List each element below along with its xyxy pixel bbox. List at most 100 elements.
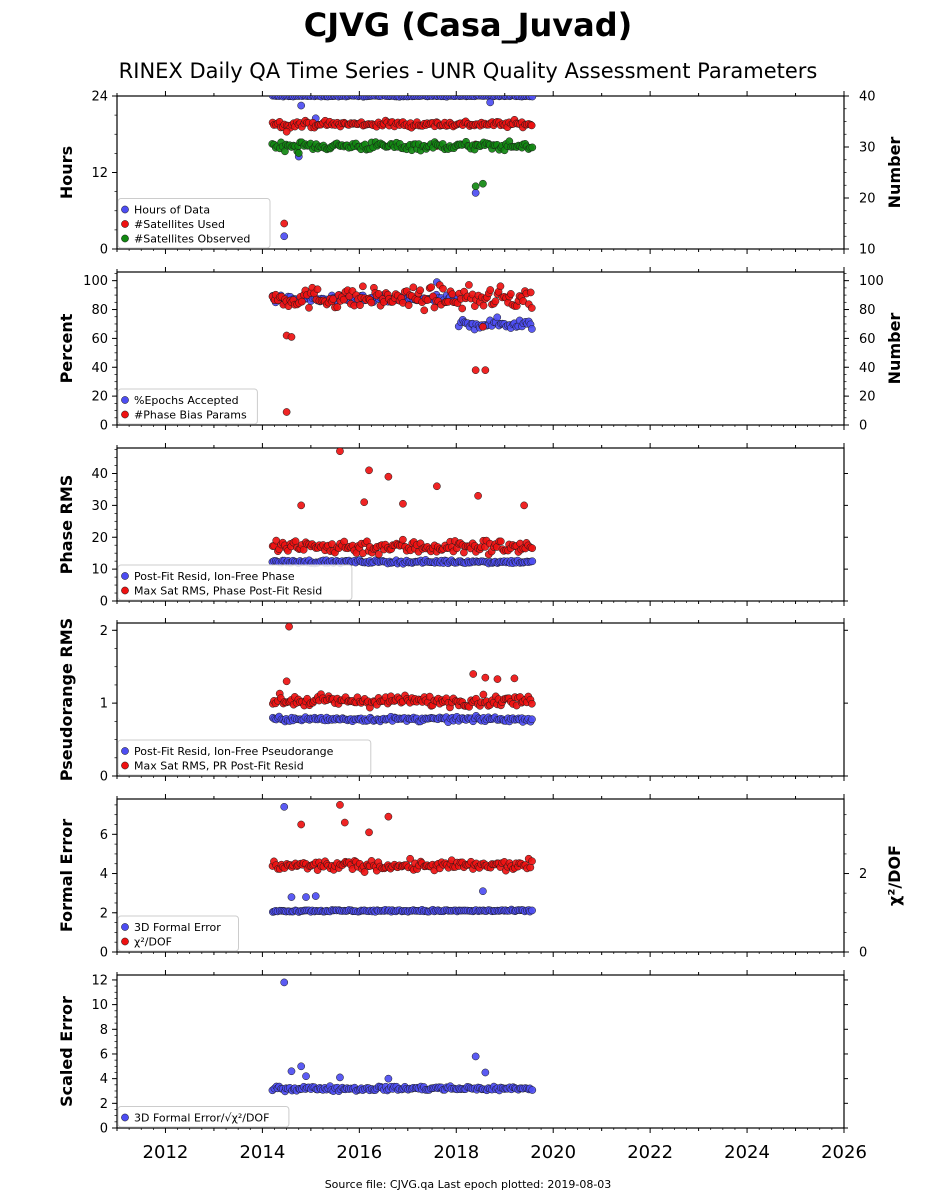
y-tick-label: 0 [100,595,108,610]
data-point [399,535,407,544]
data-point [285,623,293,631]
data-point [280,232,289,241]
data-point [287,1067,296,1076]
legend-label: Max Sat RMS, PR Post-Fit Resid [134,760,304,773]
data-point [527,121,536,130]
legend: 3D Formal Error χ²/DOF [117,915,239,952]
data-point [280,803,289,811]
data-point [528,906,536,915]
data-point [481,366,490,374]
data-point [528,544,537,553]
y-tick-label: 2 [100,906,108,921]
legend-marker [121,923,129,931]
data-point [384,1074,393,1083]
data-point [528,857,536,866]
data-point [359,282,367,291]
legend-marker [121,396,129,404]
data-point [416,286,425,295]
legend-marker [121,572,129,580]
series-blue [268,96,537,241]
data-point [474,491,482,500]
data-point [465,281,473,289]
data-point [297,501,306,510]
series-red [269,623,536,712]
data-point [305,303,313,312]
chart-subtitle: RINEX Daily QA Time Series - UNR Quality… [119,59,818,83]
y-tick-label: 40 [91,361,108,376]
legend-box [117,739,372,776]
series-red [268,801,536,876]
y-tick-label: 6 [100,828,108,843]
y-tick-label: 1 [100,697,108,712]
data-point [360,868,369,876]
panel-points [268,801,536,916]
legend: 3D Formal Error/√χ²/DOF [117,1106,290,1128]
legend-label: Max Sat RMS, Phase Post-Fit Resid [134,585,322,598]
panel-points [268,96,537,241]
data-point [282,127,291,136]
data-point [507,290,515,298]
y2-axis-label: χ²/DOF [885,845,904,906]
data-point [491,297,500,306]
legend-label: #Phase Bias Params [134,409,247,422]
y-tick-label: 20 [91,390,108,405]
data-point [458,304,467,313]
data-point [282,408,291,416]
data-point [528,143,537,152]
data-point [356,301,364,310]
data-point [479,301,488,310]
y2-axis-label: Number [885,313,904,385]
data-point [297,101,306,110]
data-point [406,854,414,863]
legend-label: 3D Formal Error [134,921,221,934]
data-point [471,189,480,197]
data-point [280,978,289,987]
legend-marker [121,747,129,755]
series-blue [268,556,537,568]
data-point [471,182,480,191]
y-tick-label: 8 [100,1023,108,1038]
series-blue [268,978,537,1096]
data-point [336,1073,344,1082]
data-point [311,892,320,900]
data-point [471,366,480,374]
y-tick-label: 60 [91,332,108,347]
x-tick-label: 2020 [530,1142,576,1163]
legend-box [117,915,239,952]
legend-marker [121,234,129,243]
data-point [336,801,344,809]
y2-tick-label: 10 [859,243,876,258]
data-point [430,303,439,312]
y-tick-label: 0 [100,946,108,961]
y2-tick-label: 40 [859,361,876,376]
y2-tick-label: 40 [859,90,876,105]
x-tick-label: 2018 [433,1142,479,1163]
y-tick-label: 0 [100,419,108,434]
data-point [479,323,487,331]
y2-tick-label: 0 [859,419,867,434]
data-point [528,715,536,724]
legend-label: χ²/DOF [134,936,172,949]
legend: Post-Fit Resid, Ion-Free Phase Max Sat RM… [117,564,353,601]
legend-marker [121,410,129,419]
y2-tick-label: 60 [859,332,876,347]
y-tick-label: 0 [100,770,108,785]
data-point [367,298,376,307]
data-point [374,290,383,298]
x-tick-label: 2016 [336,1142,382,1163]
data-point [433,482,441,491]
data-point [280,219,289,228]
legend-box [117,198,271,249]
legend-label: Post-Fit Resid, Ion-Free Pseudorange [134,745,334,758]
data-point [333,303,342,311]
series-red [268,115,536,228]
data-point [287,893,296,901]
y-tick-label: 12 [91,166,108,181]
data-point [409,283,418,292]
panel-points [268,448,537,568]
y-tick-label: 10 [91,563,108,578]
legend-label: %Epochs Accepted [134,394,239,407]
y-axis-label: Phase RMS [57,475,76,575]
